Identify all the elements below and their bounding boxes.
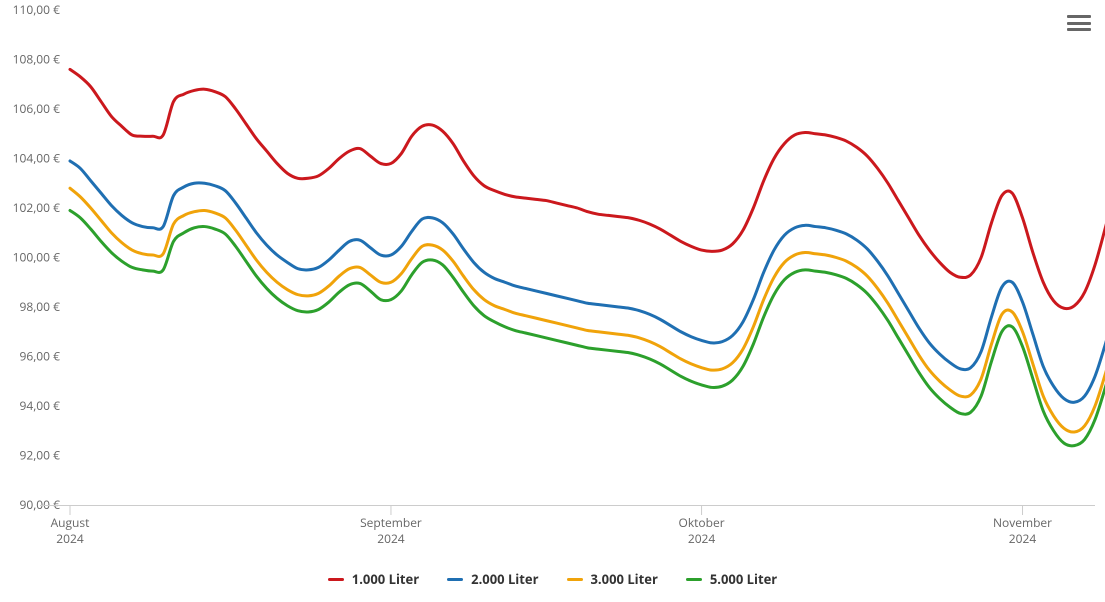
y-tick-label: 96,00 € [19, 348, 60, 365]
x-tick-month: November [993, 514, 1052, 531]
y-tick-label: 92,00 € [19, 447, 60, 464]
y-tick-label: 104,00 € [13, 150, 61, 167]
legend: 1.000 Liter 2.000 Liter 3.000 Liter 5.000 L… [0, 570, 1105, 588]
y-tick-label: 90,00 € [19, 496, 60, 513]
legend-item[interactable]: 5.000 Liter [686, 570, 777, 588]
x-tick-month: Oktober [679, 514, 725, 531]
legend-swatch [447, 578, 463, 581]
legend-item[interactable]: 3.000 Liter [567, 570, 658, 588]
y-tick-label: 94,00 € [19, 397, 60, 414]
x-tick-year: 2024 [1009, 530, 1037, 547]
series-line[interactable] [70, 188, 1105, 432]
legend-swatch [567, 578, 583, 581]
x-tick-month: August [51, 514, 90, 531]
y-tick-label: 106,00 € [13, 100, 61, 117]
legend-item[interactable]: 1.000 Liter [328, 570, 419, 588]
x-tick-year: 2024 [377, 530, 405, 547]
y-tick-label: 108,00 € [13, 51, 61, 68]
x-tick-year: 2024 [56, 530, 84, 547]
series-line[interactable] [70, 161, 1105, 402]
series-line[interactable] [70, 210, 1105, 445]
chart-svg: 90,00 € 92,00 € 94,00 € 96,00 € 98,00 € 100,0… [0, 0, 1105, 565]
y-axis: 90,00 € 92,00 € 94,00 € 96,00 € 98,00 € 100,0… [13, 1, 61, 513]
series-group [70, 69, 1105, 445]
legend-item[interactable]: 2.000 Liter [447, 570, 538, 588]
x-axis: August2024September2024Oktober2024Novemb… [40, 505, 1095, 547]
x-tick-year: 2024 [688, 530, 716, 547]
legend-label: 1.000 Liter [352, 570, 419, 588]
legend-swatch [328, 578, 344, 581]
legend-label: 2.000 Liter [471, 570, 538, 588]
legend-label: 3.000 Liter [591, 570, 658, 588]
y-tick-label: 110,00 € [13, 1, 61, 18]
legend-swatch [686, 578, 702, 581]
y-tick-label: 100,00 € [13, 249, 61, 266]
x-tick-month: September [360, 514, 422, 531]
y-tick-label: 98,00 € [19, 298, 60, 315]
price-chart: 90,00 € 92,00 € 94,00 € 96,00 € 98,00 € 100,0… [0, 0, 1105, 602]
legend-label: 5.000 Liter [710, 570, 777, 588]
y-tick-label: 102,00 € [13, 199, 61, 216]
